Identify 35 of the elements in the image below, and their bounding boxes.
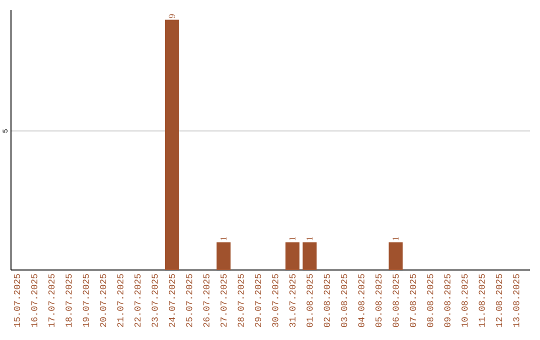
x-tick-label: 07.08.2025 (410, 274, 416, 327)
x-tick-label: 31.07.2025 (289, 274, 296, 327)
x-tick-label: 22.07.2025 (134, 274, 141, 327)
x-tick-label: 09.08.2025 (444, 274, 450, 327)
x-tick-label: 19.07.2025 (82, 274, 89, 327)
x-tick-label: 26.07.2025 (203, 274, 210, 327)
x-tick-label: 08.08.2025 (427, 274, 434, 327)
x-tick-label: 23.07.2025 (152, 274, 158, 327)
x-tick-label: 21.07.2025 (117, 274, 124, 327)
x-tick-label: 02.08.2025 (324, 274, 330, 327)
x-tick-label: 10.08.2025 (462, 274, 468, 327)
data-label: 1 (392, 237, 399, 240)
x-tick-label: 30.07.2025 (272, 274, 278, 327)
x-tick-label: 20.07.2025 (100, 274, 106, 327)
x-tick-label: 18.07.2025 (66, 274, 72, 327)
x-tick-label: 06.08.2025 (392, 274, 399, 327)
data-label: 9 (168, 14, 176, 18)
x-tick-label: 17.07.2025 (48, 274, 55, 327)
x-tick-label: 28.07.2025 (238, 274, 244, 327)
data-label: 1 (289, 237, 296, 240)
x-tick-label: 13.08.2025 (513, 274, 520, 327)
data-label: 1 (306, 237, 313, 240)
x-tick-label: 04.08.2025 (358, 274, 364, 327)
data-label: 1 (220, 237, 226, 240)
x-tick-label: 11.08.2025 (478, 274, 485, 327)
x-tick-label: 25.07.2025 (186, 274, 192, 327)
x-tick-label: 03.08.2025 (341, 274, 348, 327)
x-tick-label: 24.07.2025 (168, 274, 176, 327)
x-tick-label: 05.08.2025 (375, 274, 382, 327)
x-tick-label: 27.07.2025 (220, 274, 227, 327)
x-tick-label: 29.07.2025 (254, 274, 262, 327)
x-tick-label: 01.08.2025 (306, 274, 313, 327)
x-tick-label: 12.08.2025 (496, 274, 502, 327)
x-tick-label: 15.07.2025 (14, 274, 20, 327)
x-tick-label: 16.07.2025 (31, 274, 38, 327)
